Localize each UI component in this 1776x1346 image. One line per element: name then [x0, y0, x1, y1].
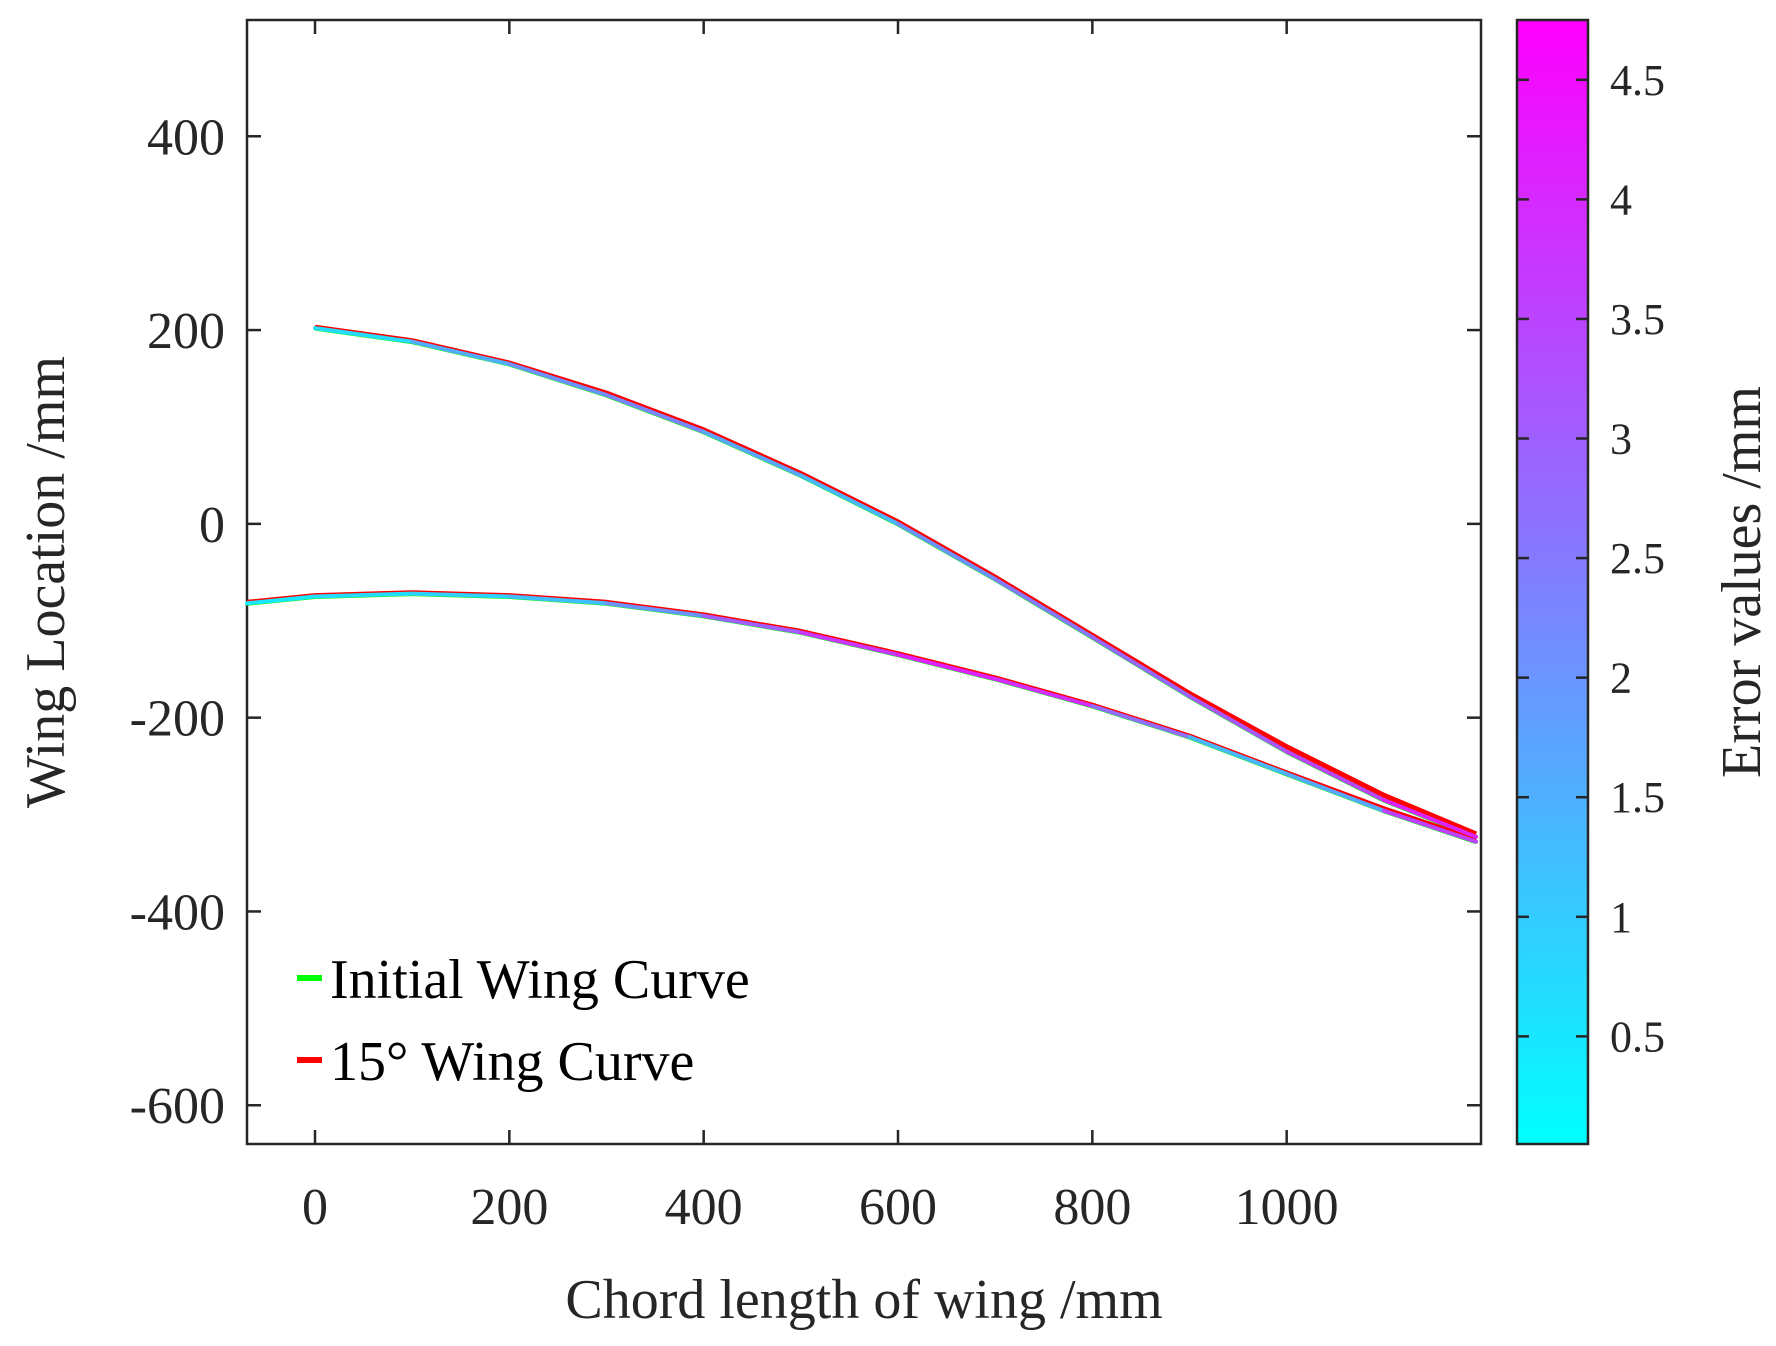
- error-segment-upper: [1187, 694, 1289, 754]
- x-tick-label: 0: [302, 1179, 328, 1236]
- x-tick-label: 600: [859, 1179, 937, 1236]
- error-segment-upper: [896, 521, 998, 582]
- colorbar-tick-label: 2.5: [1610, 534, 1665, 583]
- x-axis-title: Chord length of wing /mm: [565, 1269, 1162, 1331]
- curves-layer: [245, 324, 1479, 845]
- colorbar-title: Error values /mm: [1711, 386, 1773, 778]
- error-segment-upper: [798, 473, 900, 526]
- error-segment-lower: [1187, 735, 1289, 776]
- y-tick-label: -600: [130, 1078, 225, 1135]
- error-segment-lower: [410, 591, 512, 599]
- error-segment-upper: [313, 326, 415, 344]
- y-tick-label: 400: [147, 109, 225, 166]
- x-tick-label: 400: [665, 1179, 743, 1236]
- x-axis: 0 200 400 600 800 1000: [302, 20, 1339, 1236]
- error-segment-lower: [1090, 704, 1192, 739]
- error-segment-upper: [507, 362, 609, 397]
- colorbar-tick-label: 4: [1610, 175, 1632, 224]
- plot-area: [245, 18, 1483, 1146]
- y-tick-label: -400: [130, 884, 225, 941]
- colorbar-tick-label: 3.5: [1610, 295, 1665, 344]
- colorbar-tick-label: 4.5: [1610, 56, 1665, 105]
- error-segment-lower: [798, 630, 900, 657]
- legend-label-initial: Initial Wing Curve: [330, 949, 750, 1011]
- error-segment-lower: [701, 613, 803, 635]
- error-segment-lower: [507, 594, 609, 606]
- error-segment-lower: [604, 601, 706, 618]
- x-tick-label: 800: [1053, 1179, 1131, 1236]
- colorbar-tick-label: 1.5: [1610, 773, 1665, 822]
- colorbar-ticks: 0.5 1 1.5 2 2.5 3 3.5 4 4.5: [1517, 56, 1665, 1061]
- x-tick-label: 200: [470, 1179, 548, 1236]
- y-axis: 400 200 0 -200 -400 -600: [130, 109, 1481, 1135]
- colorbar-tick-label: 3: [1610, 415, 1632, 464]
- error-segment-upper: [604, 393, 706, 434]
- x-tick-label: 1000: [1235, 1179, 1339, 1236]
- error-segment-upper: [1090, 635, 1192, 699]
- y-axis-title: Wing Location /mm: [15, 356, 77, 808]
- error-segment-upper: [993, 577, 1095, 640]
- error-segment-lower: [313, 591, 415, 599]
- y-tick-label: 200: [147, 303, 225, 360]
- error-segment-lower: [1381, 808, 1479, 844]
- error-segment-upper: [701, 429, 803, 478]
- y-tick-label: 0: [199, 497, 225, 554]
- legend: Initial Wing Curve 15° Wing Curve: [297, 949, 750, 1093]
- error-segment-lower: [1284, 771, 1386, 813]
- error-segment-lower: [245, 594, 317, 606]
- y-tick-label: -200: [130, 691, 225, 748]
- error-segment-upper: [1381, 798, 1479, 839]
- error-segment-lower: [993, 676, 1095, 708]
- error-segment-upper: [1284, 749, 1386, 802]
- colorbar: [1515, 18, 1590, 1146]
- colorbar-tick-label: 2: [1610, 654, 1632, 703]
- error-segment-lower: [896, 652, 998, 681]
- colorbar-tick-label: 0.5: [1610, 1012, 1665, 1061]
- legend-label-15deg: 15° Wing Curve: [330, 1031, 694, 1093]
- colorbar-tick-label: 1: [1610, 893, 1632, 942]
- error-segment-upper: [410, 339, 512, 366]
